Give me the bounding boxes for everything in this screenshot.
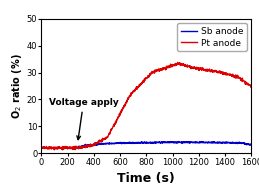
- Sb anode: [177, 140, 180, 143]
- Sb anode: [133, 142, 136, 144]
- Pt anode: [40, 146, 43, 148]
- Sb anode: [184, 141, 188, 143]
- Pt anode: [125, 102, 128, 104]
- Text: Voltage apply: Voltage apply: [49, 98, 118, 140]
- Pt anode: [208, 69, 211, 71]
- Sb anode: [55, 148, 59, 150]
- Sb anode: [62, 147, 65, 149]
- Legend: Sb anode, Pt anode: Sb anode, Pt anode: [177, 23, 247, 51]
- Sb anode: [40, 147, 43, 149]
- Pt anode: [204, 69, 207, 71]
- Sb anode: [208, 141, 211, 144]
- Line: Sb anode: Sb anode: [41, 142, 251, 149]
- Y-axis label: O$_2$ ratio (%): O$_2$ ratio (%): [10, 53, 24, 119]
- Pt anode: [133, 89, 136, 91]
- Sb anode: [250, 143, 253, 146]
- Sb anode: [125, 142, 128, 144]
- Line: Pt anode: Pt anode: [41, 62, 251, 150]
- Pt anode: [250, 86, 253, 88]
- Pt anode: [176, 61, 179, 63]
- X-axis label: Time (s): Time (s): [118, 172, 175, 185]
- Pt anode: [184, 65, 188, 67]
- Sb anode: [204, 142, 207, 144]
- Pt anode: [62, 147, 65, 149]
- Pt anode: [61, 149, 64, 151]
